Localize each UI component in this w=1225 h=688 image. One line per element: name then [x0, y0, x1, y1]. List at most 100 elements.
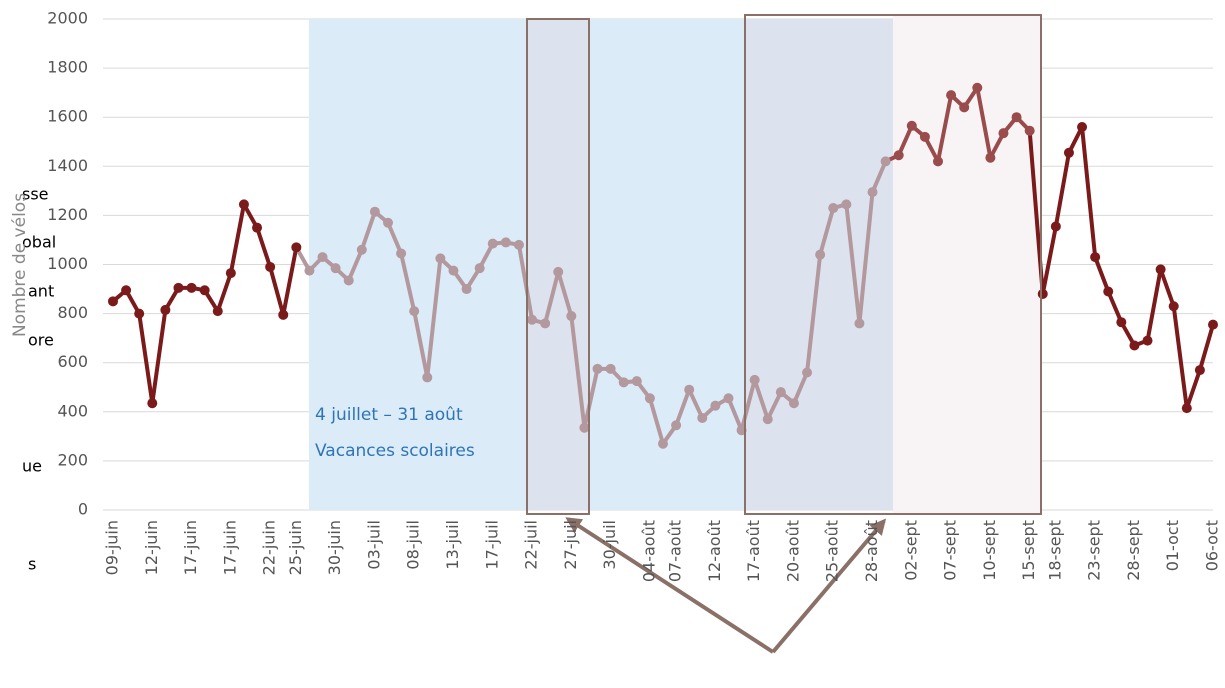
data-point [710, 400, 721, 411]
series [108, 82, 1218, 449]
data-point [618, 377, 629, 388]
x-tick-label: 03-juil [364, 520, 383, 570]
data-point [933, 156, 943, 167]
line-segment [752, 377, 770, 422]
x-tick-label: 09-juin [103, 520, 122, 575]
data-point [854, 318, 865, 329]
x-tick-label: 18-sept [1045, 520, 1064, 581]
annotation: 4 juillet – 31 août [315, 405, 463, 425]
y-tick-label: 0 [78, 500, 88, 519]
data-point [1063, 147, 1074, 158]
data-point [762, 414, 773, 425]
y-tick-label: 400 [57, 401, 88, 420]
line-segment [896, 123, 914, 158]
data-point [134, 308, 145, 319]
line-segment [936, 93, 954, 164]
data-point [513, 239, 524, 250]
x-tick-label: 06-oct [1203, 520, 1222, 571]
data-point [553, 266, 564, 277]
data-point [225, 268, 236, 279]
data-point [356, 244, 367, 255]
data-point [1050, 221, 1061, 232]
data-point [566, 311, 577, 322]
highlight-fill [527, 19, 589, 510]
data-point [946, 90, 957, 101]
line-segment [687, 387, 705, 420]
line-segment [569, 314, 587, 430]
data-point [828, 203, 839, 214]
data-point [1011, 112, 1022, 123]
data-point [121, 285, 132, 296]
x-tick-label: 30-juil [600, 520, 619, 570]
data-point [684, 384, 695, 395]
annotation: Vacances scolaires [315, 441, 475, 461]
line-segment [844, 202, 862, 326]
x-tick-label: 12-juin [142, 520, 161, 575]
data-point [919, 131, 930, 142]
data-point [212, 306, 223, 317]
line-segment [674, 387, 692, 428]
data-point [448, 265, 459, 276]
side-text: ue [22, 457, 42, 476]
side-text: s [28, 555, 36, 574]
y-tick-label: 800 [57, 303, 88, 322]
data-point [422, 372, 433, 383]
line-segment [765, 390, 783, 422]
line-segment [1171, 304, 1189, 411]
arrow [771, 518, 887, 654]
line-segment [543, 269, 561, 326]
data-point [330, 263, 341, 274]
data-point [1181, 403, 1192, 414]
line-segment [516, 242, 535, 322]
highlight-box [526, 18, 590, 515]
line-segment [386, 220, 404, 256]
data-point [186, 282, 197, 293]
data-point [147, 398, 158, 409]
data-point [1090, 252, 1101, 263]
data-point [160, 304, 171, 315]
line-segment [1158, 267, 1176, 309]
y-tick-label: 1800 [47, 58, 88, 77]
data-point [605, 363, 616, 374]
data-point [658, 438, 668, 449]
data-point [369, 206, 380, 217]
line-segment [791, 370, 810, 406]
y-axis-title: Nombre de vélos [10, 193, 30, 337]
line-segment [1093, 255, 1111, 294]
x-tick-label: 23-sept [1085, 520, 1104, 581]
data-point [867, 187, 878, 198]
data-point [173, 282, 184, 293]
x-tick-label: 30-juin [325, 520, 344, 575]
data-point [487, 238, 498, 249]
data-point [1168, 301, 1179, 312]
x-tick-label: 25-juin [286, 520, 305, 575]
x-tick-label: 08-juil [404, 520, 423, 570]
y-tick-label: 1000 [47, 254, 88, 273]
x-tick-label: 25-août [823, 520, 842, 582]
data-point [1142, 335, 1153, 346]
data-point [265, 261, 276, 272]
x-tick-label: 13-juil [443, 520, 462, 570]
data-point [592, 363, 603, 374]
line-segment [359, 209, 377, 252]
x-tick-label: 15-sept [1019, 520, 1038, 581]
data-point [1155, 264, 1166, 275]
data-point [788, 398, 799, 409]
line-segment [1053, 150, 1071, 229]
arrow [565, 517, 775, 654]
x-tick-label: 22-juin [260, 520, 279, 575]
x-tick-label: 27-juil [561, 520, 580, 570]
data-point [723, 393, 734, 404]
data-point [841, 199, 852, 210]
data-point [644, 393, 655, 404]
data-point [815, 249, 826, 260]
data-point [199, 285, 210, 296]
line-segment [1040, 224, 1058, 296]
line-segment [647, 396, 665, 446]
x-tick-label: 17-juin [181, 520, 200, 575]
line-segment [739, 377, 757, 433]
line-segment [1197, 322, 1215, 373]
data-point [383, 217, 393, 228]
x-tick-label: 22-juil [522, 520, 541, 570]
side-text: obal [22, 233, 56, 252]
